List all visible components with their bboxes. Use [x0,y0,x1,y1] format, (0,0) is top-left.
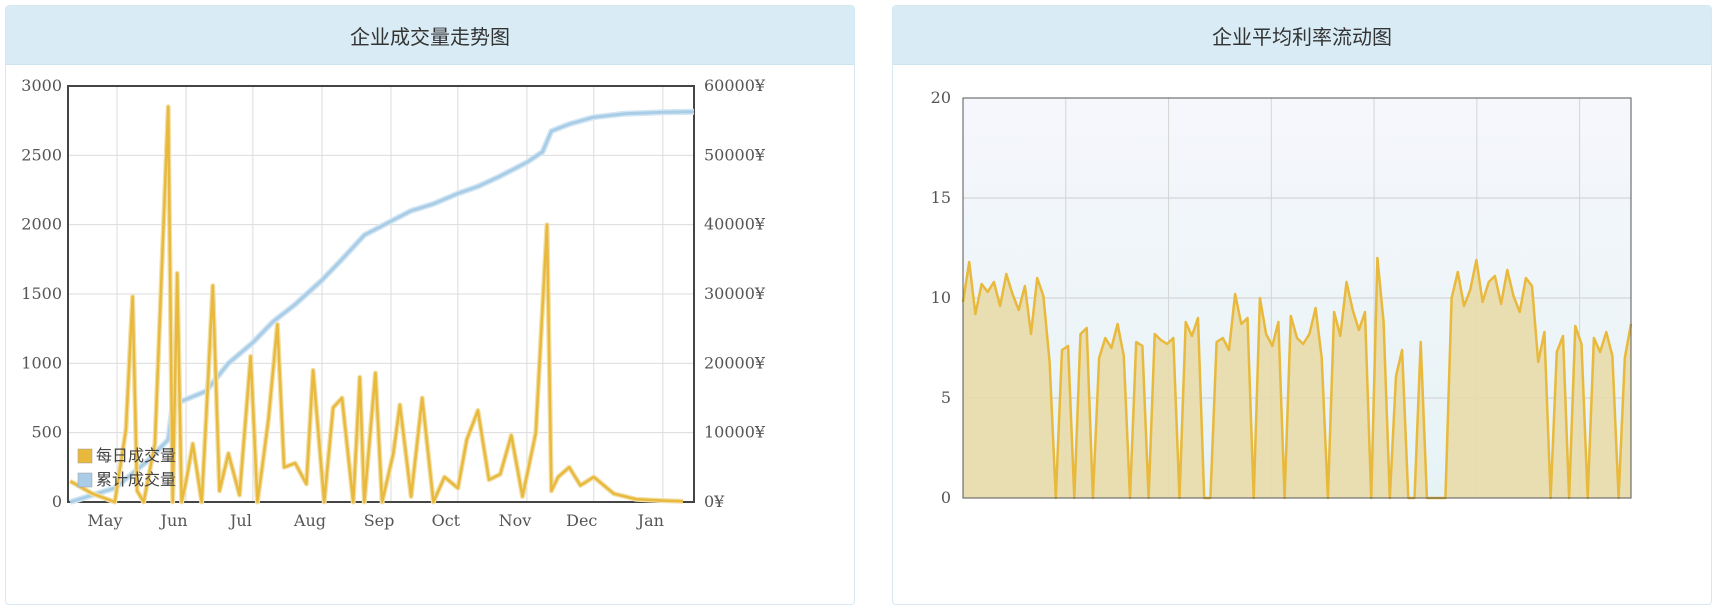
y-right-tick-label: 0¥ [704,492,725,511]
plot-frame [962,97,1632,499]
trading-volume-chart: 0500100015002000250030000¥10000¥20000¥30… [21,76,766,530]
y-right-tick-label: 50000¥ [704,145,766,164]
series-area-rate [963,258,1631,498]
x-tick-label: Sep [364,511,395,530]
x-tick-label: Aug [293,511,326,530]
x-tick-label: Jul [228,511,252,530]
x-tick-label: Jan [636,511,664,530]
y-left-tick-label: 2500 [21,145,62,164]
y-right-tick-label: 20000¥ [704,353,766,372]
x-tick-label: Oct [432,511,461,530]
series-line-daily [69,105,683,504]
y-right-tick-label: 40000¥ [704,215,766,234]
interest-rate-chart: 0 5 10 15 20 [931,88,1633,507]
y-left-tick-label: 0 [52,492,62,511]
x-tick-label: Nov [499,511,532,530]
y-left-tick-label: 500 [31,423,62,442]
y-left-tick-label: 3000 [21,76,62,95]
y-left-tick-label: 1000 [21,353,62,372]
legend-swatch [77,472,93,488]
y-right-tick-label: 30000¥ [704,284,766,303]
series-line-cumulative [69,110,695,504]
y-left-tick-label: 1500 [21,284,62,303]
y-left-tick-label: 2000 [21,215,62,234]
y-tick-label: 10 [931,288,951,307]
x-tick-label: Dec [566,511,597,530]
panel-title: 企业平均利率流动图 [893,6,1711,65]
y-right-tick-label: 60000¥ [704,76,766,95]
trading-volume-panel: 企业成交量走势图 0 500 1000 1500 2000 2500 3000 0¥ 10000… [5,5,855,605]
legend-swatch [77,448,93,464]
legend-label: 每日成交量 [96,446,176,465]
y-tick-label: 20 [931,88,951,107]
y-tick-label: 5 [941,388,951,407]
legend-label: 累计成交量 [96,470,176,489]
x-tick-label: Jun [159,511,188,530]
y-tick-label: 0 [941,488,951,507]
x-tick-label: May [88,511,123,530]
y-right-tick-label: 10000¥ [704,423,766,442]
interest-rate-panel: 企业平均利率流动图 0 5 10 15 20 [892,5,1712,605]
y-tick-label: 15 [931,188,951,207]
panel-title: 企业成交量走势图 [6,6,854,65]
